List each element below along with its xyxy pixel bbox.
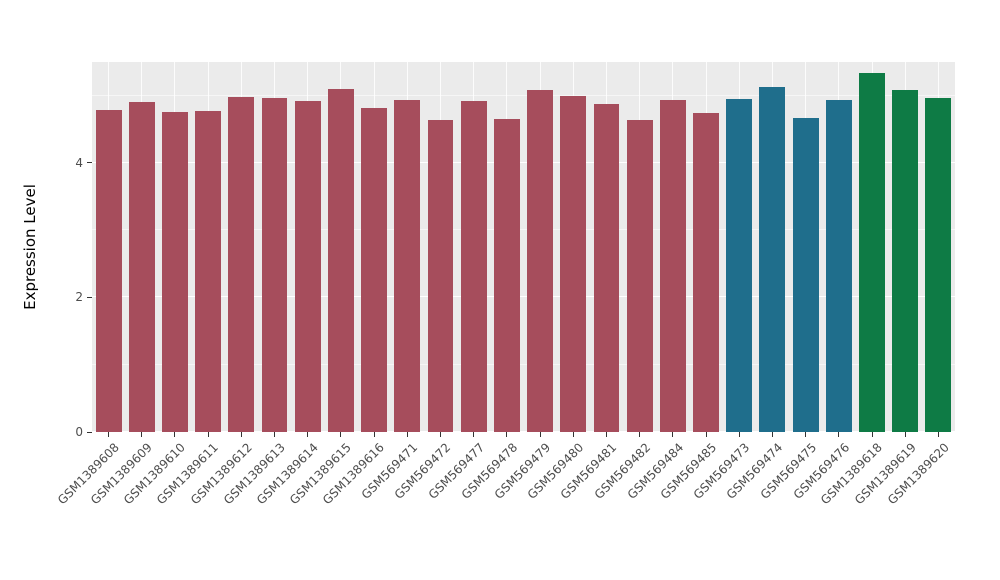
x-tick-mark bbox=[937, 432, 939, 437]
bar bbox=[560, 95, 587, 432]
bar bbox=[659, 99, 686, 432]
bar bbox=[327, 88, 354, 432]
y-tick-label: 0 bbox=[75, 425, 83, 439]
x-tick-label: GSM1389620 bbox=[884, 440, 952, 508]
y-tick-label: 4 bbox=[75, 155, 83, 170]
x-tick-mark bbox=[240, 432, 242, 437]
x-tick-mark bbox=[207, 432, 209, 437]
y-tick-mark bbox=[87, 296, 92, 298]
bar bbox=[128, 101, 155, 432]
x-tick-mark bbox=[605, 432, 607, 437]
y-tick-label: 2 bbox=[75, 290, 83, 305]
bar bbox=[228, 96, 255, 432]
x-tick-mark bbox=[805, 432, 807, 437]
bar bbox=[427, 119, 454, 432]
x-tick-mark bbox=[174, 432, 176, 437]
bar bbox=[361, 107, 388, 432]
bar bbox=[95, 109, 122, 432]
major-gridline bbox=[92, 431, 955, 432]
bar bbox=[195, 111, 222, 432]
x-tick-mark bbox=[539, 432, 541, 437]
x-tick-mark bbox=[904, 432, 906, 437]
bar bbox=[726, 99, 753, 432]
bar bbox=[925, 97, 952, 432]
x-tick-mark bbox=[108, 432, 110, 437]
major-gridline bbox=[92, 161, 955, 163]
bar bbox=[460, 101, 487, 432]
plot-panel bbox=[92, 62, 955, 432]
minor-gridline bbox=[92, 363, 955, 365]
bar bbox=[261, 97, 288, 432]
x-tick-mark bbox=[141, 432, 143, 437]
bar bbox=[527, 90, 554, 432]
x-tick-mark bbox=[738, 432, 740, 437]
x-tick-mark bbox=[672, 432, 674, 437]
bar bbox=[294, 101, 321, 432]
x-tick-mark bbox=[705, 432, 707, 437]
minor-gridline bbox=[92, 94, 955, 96]
bar bbox=[859, 72, 885, 432]
bar bbox=[162, 111, 188, 432]
bar bbox=[792, 117, 819, 432]
bar bbox=[394, 99, 421, 432]
x-tick-mark bbox=[506, 432, 508, 437]
y-tick-mark bbox=[87, 162, 92, 164]
bar bbox=[825, 99, 852, 432]
x-tick-mark bbox=[771, 432, 773, 437]
bar bbox=[693, 113, 719, 432]
bar bbox=[892, 90, 919, 432]
y-axis-title: Expression Level bbox=[21, 184, 39, 310]
bar bbox=[593, 103, 620, 432]
x-tick-mark bbox=[440, 432, 442, 437]
x-tick-mark bbox=[340, 432, 342, 437]
x-tick-mark bbox=[838, 432, 840, 437]
x-tick-mark bbox=[473, 432, 475, 437]
x-tick-mark bbox=[572, 432, 574, 437]
x-tick-mark bbox=[639, 432, 641, 437]
bar bbox=[759, 86, 786, 432]
x-tick-mark bbox=[373, 432, 375, 437]
x-tick-mark bbox=[307, 432, 309, 437]
major-gridline bbox=[92, 296, 955, 298]
bar bbox=[493, 119, 520, 432]
x-tick-mark bbox=[274, 432, 276, 437]
x-tick-mark bbox=[406, 432, 408, 437]
bar bbox=[626, 119, 653, 432]
minor-gridline bbox=[92, 229, 955, 231]
y-tick-mark bbox=[87, 431, 92, 433]
x-tick-mark bbox=[871, 432, 873, 437]
